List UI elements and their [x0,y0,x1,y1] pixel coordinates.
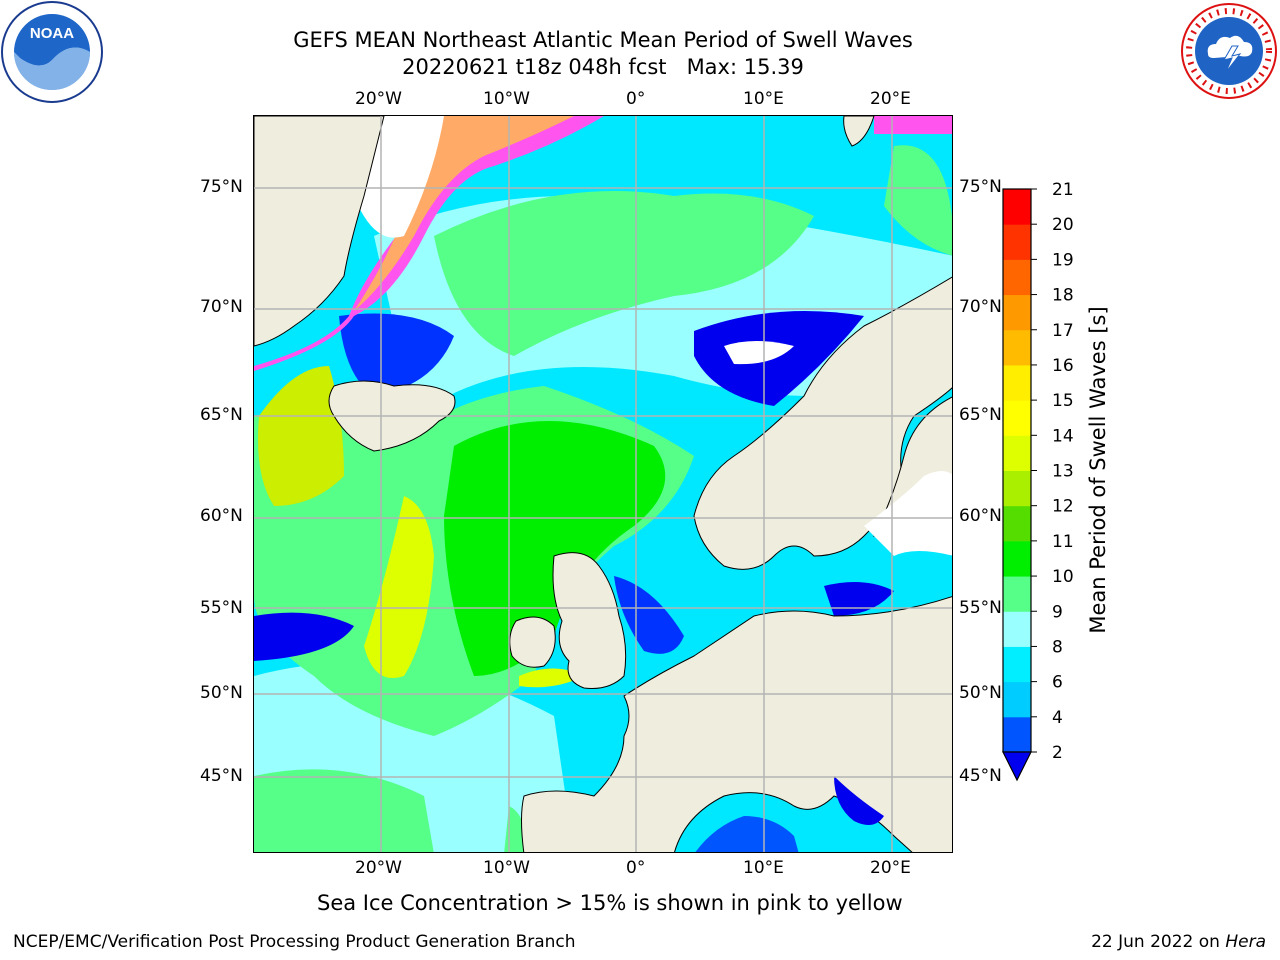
colorbar-tick-label: 16 [1052,356,1074,376]
lon-tick-bottom: 10°E [743,858,784,878]
colorbar-segment [1003,681,1031,718]
lat-tick-right: 55°N [959,598,1002,618]
colorbar-segment [1003,540,1031,577]
lon-tick-top: 20°E [870,89,911,109]
colorbar-tick-label: 6 [1052,673,1063,693]
noaa-logo-text: NOAA [30,25,74,42]
chart-title-line1: GEFS MEAN Northeast Atlantic Mean Period… [293,28,913,52]
lat-tick-right: 75°N [959,177,1002,197]
lat-tick-left: 60°N [200,506,243,526]
lon-tick-bottom: 20°E [870,858,911,878]
nws-logo [1180,2,1278,100]
swell-region-green-north [434,191,814,356]
colorbar-segment [1003,646,1031,683]
colorbar-segment [1003,259,1031,296]
colorbar-segment [1003,400,1031,436]
colorbar-tick-label: 2 [1052,743,1063,763]
swell-region-blue-adriatic [834,776,884,825]
swell-region-green-barents [884,145,952,256]
lat-tick-right: 70°N [959,297,1002,317]
sea-ice-mid [354,116,574,311]
colorbar-segment [1003,470,1031,507]
lat-tick-right: 60°N [959,506,1002,526]
colorbar-tick-label: 18 [1052,286,1074,306]
lat-tick-right: 45°N [959,766,1002,786]
baltic-ice-free [864,471,952,556]
lat-tick-left: 70°N [200,297,243,317]
colorbar-tick-label: 19 [1052,250,1074,270]
lon-tick-top: 0° [626,89,646,109]
swell-region-blue-north-sea [614,576,684,654]
lon-tick-top: 20°W [355,89,402,109]
colorbar-tick-label: 17 [1052,321,1074,341]
colorbar-tick-label: 9 [1052,602,1063,622]
lat-tick-right: 65°N [959,405,1002,425]
lat-tick-left: 65°N [200,405,243,425]
colorbar-segment [1003,224,1031,260]
swell-region-blue-denmark-strait [339,313,454,396]
swell-region-blue-atlantic [254,612,354,661]
no-data-patch [724,341,794,365]
colorbar-under-arrow [1002,751,1032,782]
colorbar-segment [1003,716,1031,753]
colorbar-segment [1003,611,1031,647]
lat-tick-left: 55°N [200,598,243,618]
colorbar-segment [1003,364,1031,401]
colorbar-segment [1003,294,1031,331]
colorbar-label: Mean Period of Swell Waves [s] [1086,306,1110,634]
noaa-logo: NOAA [1,1,103,103]
colorbar-tick-label: 15 [1052,391,1074,411]
colorbar-tick-label: 21 [1052,180,1074,200]
colorbar-tick-label: 11 [1052,532,1074,552]
sea-ice-barents [874,116,952,134]
footer-host: Hera [1225,932,1266,952]
lon-tick-top: 10°E [743,89,784,109]
lon-tick-top: 10°W [483,89,530,109]
lat-tick-left: 75°N [200,177,243,197]
colorbar-segment [1003,435,1031,471]
footer-date: 22 Jun 2022 on [1091,932,1226,952]
colorbar-tick-label: 4 [1052,708,1063,728]
colorbar-tick-label: 13 [1052,462,1074,482]
lat-tick-left: 45°N [200,766,243,786]
colorbar-tick-label: 20 [1052,215,1074,235]
chart-title-line2: 20220621 t18z 048h fcst Max: 15.39 [402,55,804,79]
swell-region-yellow-celtic [519,668,584,688]
swell-region-blue-norwegian [694,311,864,406]
footer-left: NCEP/EMC/Verification Post Processing Pr… [13,932,576,952]
land-ireland [509,616,556,668]
sea-ice-caption: Sea Ice Concentration > 15% is shown in … [317,891,903,915]
colorbar-segment [1003,329,1031,366]
colorbar-segment [1003,505,1031,542]
colorbar-ticks: 2 4 6 8 9 10 11 12 13 14 15 16 17 18 19 20 21 [1031,180,1074,763]
colorbar-tick-label: 14 [1052,426,1074,446]
footer-right: 22 Jun 2022 on Hera [1091,932,1266,952]
map-frame [253,115,953,853]
lat-tick-left: 50°N [200,683,243,703]
land-svalbard [843,116,875,147]
lon-tick-bottom: 0° [626,858,646,878]
colorbar-segment [1003,576,1031,612]
colorbar: 2 4 6 8 9 10 11 12 13 14 15 16 17 18 19 20 21 [1002,180,1074,782]
land-greenland [254,116,385,347]
land-great-britain [552,552,627,689]
swell-period-map [254,116,952,852]
map-gridlines [254,116,952,852]
colorbar-tick-label: 8 [1052,637,1063,657]
swell-region-blue-mediterranean [695,816,799,852]
colorbar-tick-label: 10 [1052,567,1074,587]
lat-tick-right: 50°N [959,683,1002,703]
swell-region-green-southwest [254,769,434,852]
colorbar-tick-label: 12 [1052,497,1074,517]
colorbar-segment [1003,189,1031,225]
lon-tick-bottom: 20°W [355,858,402,878]
swell-region-yellow-west [258,366,344,506]
swell-region-green-core [444,421,666,676]
colorbar-segments [1003,189,1031,753]
lon-tick-bottom: 10°W [483,858,530,878]
